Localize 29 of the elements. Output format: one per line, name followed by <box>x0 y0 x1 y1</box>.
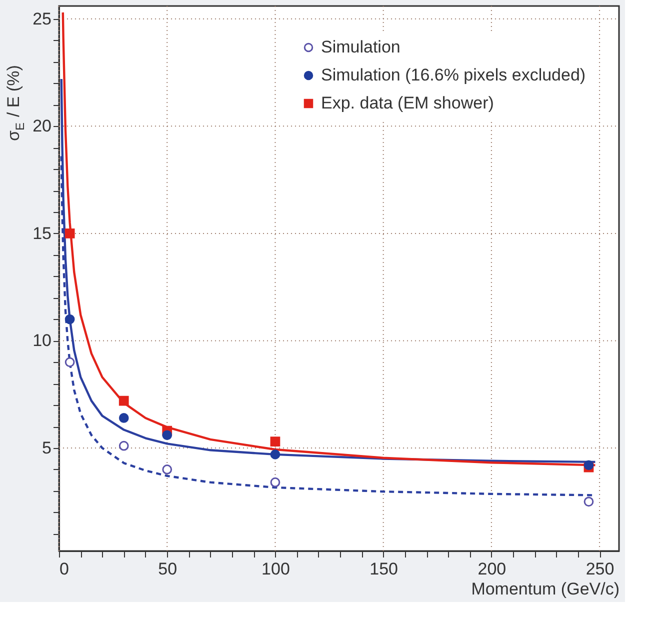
y-tick-label: 15 <box>32 224 52 243</box>
x-tick-label: 100 <box>262 560 290 578</box>
x-tick-label: 50 <box>158 560 178 578</box>
point <box>64 228 75 238</box>
point <box>270 450 280 460</box>
point <box>64 357 75 368</box>
point <box>584 496 594 507</box>
x-tick-label: 150 <box>370 560 398 578</box>
point <box>270 477 280 488</box>
point <box>64 314 75 324</box>
x-axis-title: Momentum (GeV/c) <box>471 580 620 598</box>
x-tick-label: 200 <box>478 560 506 578</box>
y-tick-label: 25 <box>32 9 52 28</box>
x-tick-label: 250 <box>586 560 614 578</box>
point <box>118 396 129 406</box>
point <box>270 436 280 447</box>
point <box>162 464 172 474</box>
point <box>162 430 172 440</box>
y-tick-label: 10 <box>32 331 52 350</box>
legend-label: Simulation <box>321 38 400 56</box>
point <box>118 413 129 423</box>
legend-label: Exp. data (EM shower) <box>321 94 494 112</box>
y-tick-label: 20 <box>32 116 52 136</box>
line-series <box>62 11 596 466</box>
legend-label: Simulation (16.6% pixels excluded) <box>321 66 586 84</box>
y-axis-title: σE / E (%) <box>4 65 27 141</box>
y-tick-label: 5 <box>42 438 52 458</box>
x-tick-label: 0 <box>60 560 69 578</box>
point <box>118 440 129 451</box>
